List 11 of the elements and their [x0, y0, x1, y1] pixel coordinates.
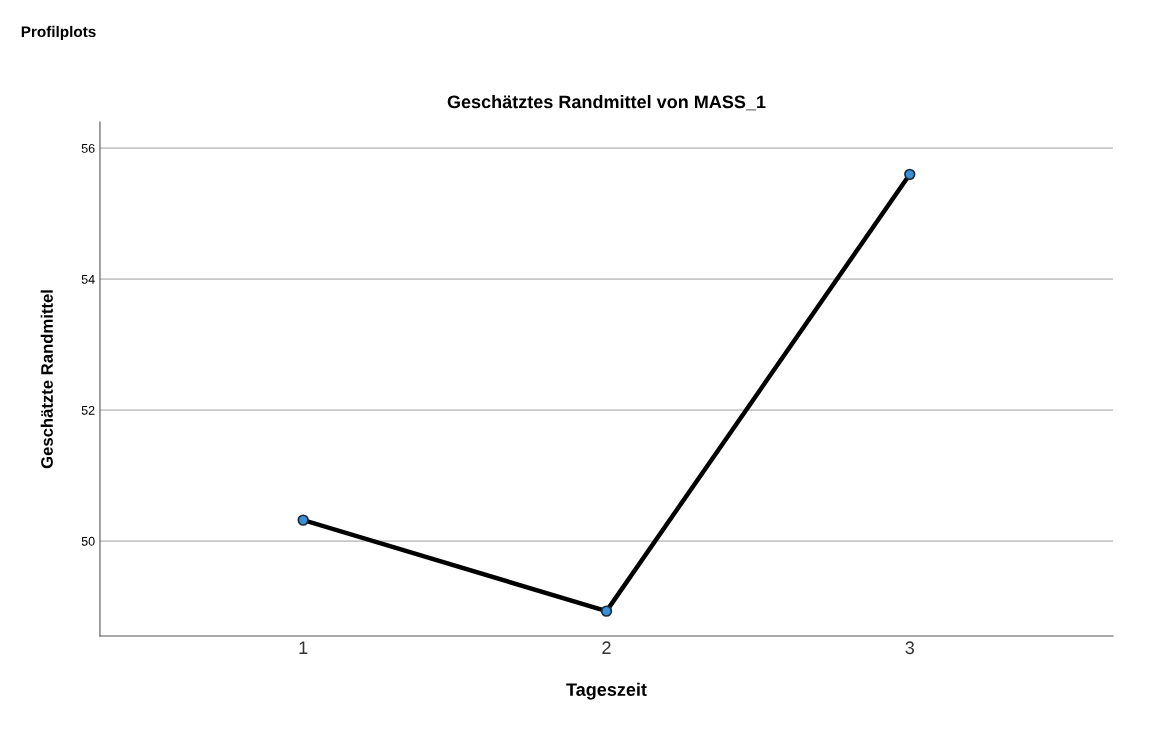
- x-tick-label: 2: [602, 641, 611, 654]
- y-axis-title: Geschätzte Randmittel: [40, 290, 53, 469]
- y-tick-label: 56: [81, 143, 95, 153]
- x-tick-label: 1: [299, 641, 308, 654]
- y-tick-label: 52: [81, 405, 95, 415]
- x-tick-label: 3: [905, 641, 915, 655]
- x-axis-title: Tageszeit: [566, 682, 647, 700]
- chart-title: Geschätztes Randmittel von MASS_1: [447, 95, 766, 111]
- y-tick-label: 50: [81, 536, 95, 546]
- text: Profilplots: [21, 25, 96, 41]
- y-tick-label: 54: [81, 275, 95, 284]
